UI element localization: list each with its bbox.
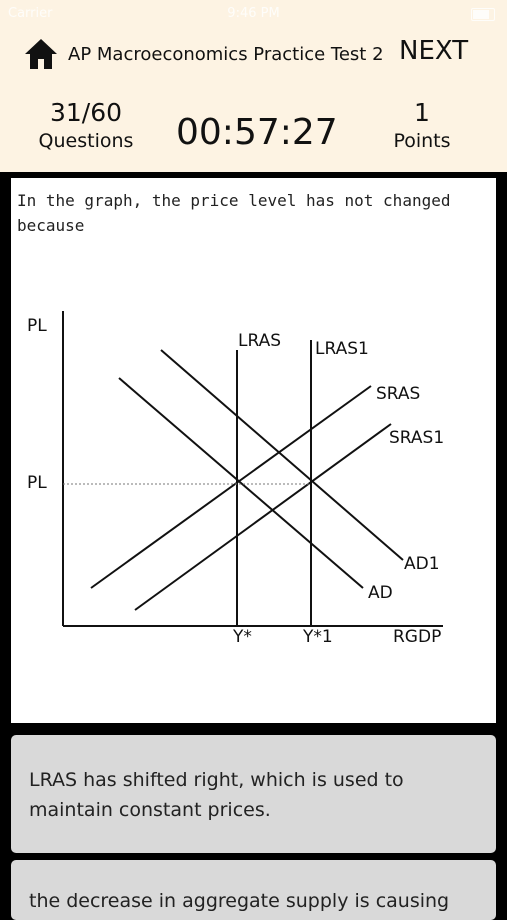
ad1-line xyxy=(160,349,404,561)
y-star1-label: Y*1 xyxy=(302,627,333,647)
header: Carrier 9:46 PM AP Macroeconomics Practi… xyxy=(0,0,507,172)
page-title: AP Macroeconomics Practice Test 2 xyxy=(68,44,384,65)
pl-tick-label: PL xyxy=(27,473,47,493)
y-axis-label: PL xyxy=(27,316,47,336)
answer-option-2-text: the decrease in aggregate supply is caus… xyxy=(29,890,450,912)
points-display: 1 Points xyxy=(380,98,464,154)
ad-line xyxy=(118,377,364,589)
status-time: 9:46 PM xyxy=(227,6,280,21)
sras-line xyxy=(90,385,372,589)
sras-label: SRAS xyxy=(376,384,420,404)
home-icon[interactable] xyxy=(24,38,58,70)
x-axis-label: RGDP xyxy=(393,627,441,647)
sras1-label: SRAS1 xyxy=(389,428,444,448)
y-star-label: Y* xyxy=(232,627,252,647)
ad1-label: AD1 xyxy=(404,554,440,574)
sras1-line xyxy=(134,423,392,611)
carrier-label: Carrier xyxy=(8,6,53,21)
battery-icon xyxy=(471,8,495,21)
lras-label: LRAS xyxy=(238,331,281,351)
ad-label: AD xyxy=(368,583,393,603)
answer-option-1[interactable]: LRAS has shifted right, which is used to… xyxy=(11,735,496,853)
status-bar: Carrier 9:46 PM xyxy=(0,0,507,30)
points-label: Points xyxy=(393,130,451,152)
points-value: 1 xyxy=(414,98,430,127)
next-button[interactable]: NEXT xyxy=(399,36,469,66)
lras1-label: LRAS1 xyxy=(315,339,369,359)
answer-option-2[interactable]: the decrease in aggregate supply is caus… xyxy=(11,860,496,920)
question-text: In the graph, the price level has not ch… xyxy=(17,191,451,235)
question-card: In the graph, the price level has not ch… xyxy=(11,178,496,723)
question-count: 31/60 xyxy=(49,98,123,127)
timer: 00:57:27 xyxy=(176,112,338,153)
question-progress: 31/60 Questions xyxy=(30,98,142,154)
questions-label: Questions xyxy=(38,130,134,152)
answer-option-1-text: LRAS has shifted right, which is used to… xyxy=(29,769,404,821)
as-ad-graph: PL PL LRAS LRAS1 SRAS SRAS1 AD1 AD Y* Y*… xyxy=(27,311,444,647)
